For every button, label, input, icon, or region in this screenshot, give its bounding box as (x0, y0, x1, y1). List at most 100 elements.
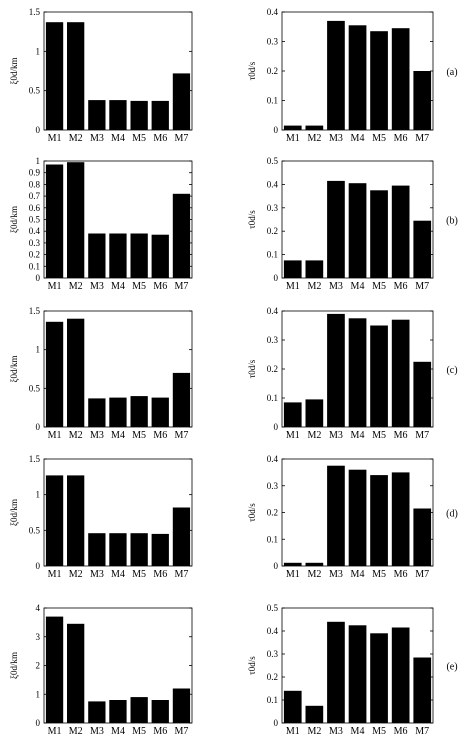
x-tick-label: M4 (111, 569, 125, 580)
chart-panel-e-left: M1 M2 M3 M4 M5 M6 M7 0 1 2 3 4 ξ0d/km (9, 603, 193, 737)
bar-m7 (172, 688, 191, 723)
bar-m2 (67, 623, 85, 723)
y-tick-label: 0 (36, 422, 41, 432)
bar-m6 (151, 533, 169, 566)
y-tick-label: 0.2 (29, 250, 40, 260)
chart-panel-b-right: M1 M2 M3 M4 M5 M6 M7 0 0.1 0.2 0.3 0.4 0.5 τ0d/s (b) (247, 156, 458, 292)
y-tick-label: 0 (36, 125, 41, 135)
x-tick-label: M7 (415, 569, 429, 580)
bar-m7 (172, 507, 191, 566)
x-tick-label: M7 (415, 726, 429, 737)
x-tick-label: M5 (132, 430, 146, 441)
bar-m4 (348, 183, 367, 278)
x-tick-label: M4 (351, 430, 365, 441)
y-axis-label: τ0d/s (247, 359, 257, 378)
x-tick-label: M7 (415, 133, 429, 144)
x-tick-label: M5 (372, 281, 386, 292)
x-tick-label: M5 (372, 726, 386, 737)
bar-m5 (370, 475, 388, 566)
bar-m1 (45, 616, 64, 723)
bar-m3 (327, 621, 345, 723)
y-tick-label: 0.1 (29, 261, 40, 271)
y-tick-label: 0.2 (267, 364, 278, 374)
y-tick-label: 4 (36, 603, 41, 613)
y-tick-label: 0.5 (29, 86, 41, 96)
x-tick-label: M3 (90, 726, 104, 737)
y-tick-label: 1.5 (29, 306, 41, 316)
y-tick-label: 0.2 (267, 672, 278, 682)
bar-m2 (305, 562, 324, 566)
bar-m4 (109, 397, 127, 427)
panel-label: (a) (446, 67, 457, 78)
bar-m4 (348, 25, 367, 130)
y-tick-label: 0 (36, 273, 41, 283)
bar-m7 (413, 361, 432, 428)
x-tick-label: M5 (372, 133, 386, 144)
y-tick-label: 0.1 (267, 534, 278, 544)
bar-m2 (305, 399, 324, 427)
chart-panel-c-left: M1 M2 M3 M4 M5 M6 M7 0 0.5 1 1.5 ξ0d/km (9, 306, 193, 441)
y-tick-label: 1 (36, 490, 41, 500)
bar-m4 (109, 700, 127, 723)
x-tick-label: M2 (307, 133, 321, 144)
x-tick-label: M6 (394, 726, 408, 737)
y-tick-label: 0.8 (29, 179, 41, 189)
x-tick-label: M4 (111, 281, 125, 292)
bar-m7 (413, 220, 432, 278)
chart-panel-d-right: M1 M2 M3 M4 M5 M6 M7 0 0.1 0.2 0.3 0.4 τ0d/s (d) (247, 454, 458, 580)
x-tick-label: M1 (286, 430, 300, 441)
x-tick-label: M1 (48, 726, 62, 737)
x-tick-label: M3 (329, 281, 343, 292)
bar-m3 (88, 233, 106, 278)
bar-m1 (283, 125, 302, 130)
bar-m5 (130, 396, 148, 427)
y-tick-label: 0.3 (267, 649, 279, 659)
x-tick-label: M3 (329, 569, 343, 580)
bar-m4 (109, 100, 127, 130)
y-tick-label: 0.5 (29, 525, 41, 535)
x-tick-label: M7 (174, 281, 188, 292)
bar-m5 (130, 233, 148, 278)
x-tick-label: M5 (132, 726, 146, 737)
x-tick-label: M4 (351, 569, 365, 580)
y-tick-label: 0.1 (267, 96, 278, 106)
x-tick-label: M7 (174, 133, 188, 144)
x-tick-label: M7 (174, 726, 188, 737)
x-tick-label: M6 (153, 569, 167, 580)
bar-m1 (45, 475, 64, 566)
x-tick-label: M2 (69, 281, 83, 292)
x-tick-label: M3 (90, 133, 104, 144)
bar-m3 (327, 180, 345, 278)
y-tick-label: 0.3 (29, 238, 41, 248)
y-tick-label: 1 (36, 46, 41, 56)
y-axis-label: τ0d/s (247, 61, 257, 80)
x-tick-label: M2 (307, 430, 321, 441)
bar-m1 (45, 164, 64, 278)
x-tick-label: M4 (351, 726, 365, 737)
y-tick-label: 0.4 (29, 226, 41, 236)
x-tick-label: M4 (111, 133, 125, 144)
bar-m3 (88, 701, 106, 723)
y-tick-label: 0.4 (267, 179, 279, 189)
x-tick-label: M2 (69, 430, 83, 441)
bar-m5 (370, 633, 388, 723)
x-tick-label: M3 (90, 281, 104, 292)
panel-label: (c) (446, 365, 457, 376)
bar-m2 (67, 22, 85, 131)
bar-m6 (151, 700, 169, 723)
y-tick-label: 0 (274, 273, 279, 283)
y-tick-label: 1 (36, 689, 41, 699)
bar-m3 (88, 533, 106, 566)
bar-m3 (88, 100, 106, 130)
bar-m5 (130, 533, 148, 566)
x-tick-label: M7 (415, 281, 429, 292)
y-tick-label: 0.3 (267, 335, 279, 345)
bar-m7 (413, 71, 432, 130)
y-tick-label: 0.4 (267, 626, 279, 636)
x-tick-label: M3 (329, 726, 343, 737)
y-tick-label: 0.5 (29, 215, 41, 225)
chart-panel-b-left: M1 M2 M3 M4 M5 M6 M7 0 0.10.2 0.3 0.40.5 0.6 0.7 0.80… (9, 156, 193, 292)
bar-m6 (391, 627, 410, 723)
x-tick-label: M1 (48, 569, 62, 580)
x-tick-label: M5 (132, 569, 146, 580)
